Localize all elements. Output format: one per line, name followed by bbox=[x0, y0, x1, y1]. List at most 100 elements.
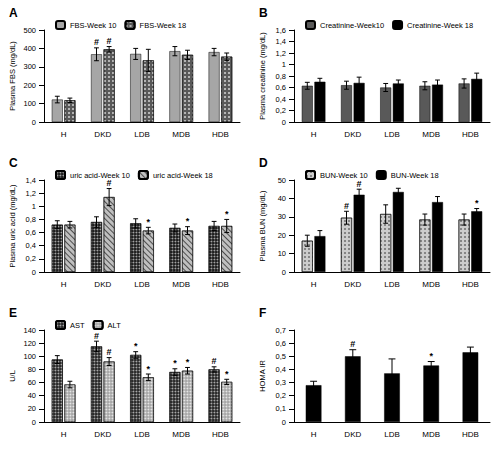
svg-text:LDB: LDB bbox=[134, 430, 150, 439]
svg-text:20: 20 bbox=[278, 231, 286, 240]
svg-text:A: A bbox=[9, 6, 18, 20]
svg-text:#: # bbox=[344, 201, 349, 211]
svg-text:Plasma uric acid (mg/dL): Plasma uric acid (mg/dL) bbox=[8, 184, 17, 267]
svg-text:0,2: 0,2 bbox=[276, 391, 286, 400]
svg-text:80: 80 bbox=[28, 365, 36, 374]
svg-text:ALT: ALT bbox=[108, 321, 122, 330]
svg-text:1,6: 1,6 bbox=[276, 26, 286, 35]
svg-text:FBS-Week 18: FBS-Week 18 bbox=[140, 21, 187, 30]
svg-text:40: 40 bbox=[28, 391, 36, 400]
svg-text:400: 400 bbox=[23, 44, 36, 53]
svg-text:120: 120 bbox=[23, 339, 36, 348]
svg-text:#: # bbox=[212, 356, 217, 366]
svg-text:F: F bbox=[259, 306, 266, 320]
svg-text:0: 0 bbox=[32, 118, 36, 127]
svg-text:#: # bbox=[357, 179, 362, 189]
svg-text:uric acid-Week 10: uric acid-Week 10 bbox=[70, 171, 130, 180]
svg-text:H: H bbox=[311, 430, 317, 439]
svg-text:40: 40 bbox=[278, 194, 286, 203]
svg-text:0,3: 0,3 bbox=[276, 378, 286, 387]
svg-text:100: 100 bbox=[23, 352, 36, 361]
svg-text:1,4: 1,4 bbox=[26, 176, 36, 185]
svg-text:0,2: 0,2 bbox=[276, 106, 286, 115]
svg-text:D: D bbox=[259, 156, 268, 170]
svg-text:FBS-Week 10: FBS-Week 10 bbox=[70, 21, 117, 30]
svg-text:HOMA IR: HOMA IR bbox=[258, 360, 267, 392]
svg-text:30: 30 bbox=[278, 212, 286, 221]
svg-text:0: 0 bbox=[282, 268, 286, 277]
svg-text:*: * bbox=[225, 209, 229, 219]
svg-text:300: 300 bbox=[23, 62, 36, 71]
svg-text:0,4: 0,4 bbox=[276, 95, 286, 104]
svg-text:*: * bbox=[147, 217, 151, 227]
svg-text:DKD: DKD bbox=[344, 430, 361, 439]
svg-text:#: # bbox=[107, 36, 112, 46]
svg-text:BUN-Week 18: BUN-Week 18 bbox=[391, 171, 439, 180]
svg-text:50: 50 bbox=[278, 176, 286, 185]
svg-text:Plasma FBS (mg/dL): Plasma FBS (mg/dL) bbox=[8, 41, 17, 111]
svg-text:HDB: HDB bbox=[462, 430, 479, 439]
svg-text:H: H bbox=[61, 280, 67, 289]
svg-text:E: E bbox=[9, 306, 17, 320]
svg-text:uric acid-Week 18: uric acid-Week 18 bbox=[153, 171, 213, 180]
svg-text:60: 60 bbox=[28, 378, 36, 387]
svg-text:*: * bbox=[134, 341, 138, 351]
svg-text:AST: AST bbox=[70, 321, 85, 330]
svg-text:0,6: 0,6 bbox=[276, 83, 286, 92]
svg-text:140: 140 bbox=[23, 326, 36, 335]
svg-text:LDB: LDB bbox=[384, 430, 400, 439]
svg-text:0,4: 0,4 bbox=[276, 365, 286, 374]
svg-text:U/L: U/L bbox=[8, 370, 17, 382]
svg-text:#: # bbox=[94, 37, 99, 47]
svg-text:0,5: 0,5 bbox=[276, 352, 286, 361]
svg-text:10: 10 bbox=[278, 249, 286, 258]
svg-text:Plasma BUN (mg/dL): Plasma BUN (mg/dL) bbox=[258, 190, 267, 261]
svg-text:*: * bbox=[186, 357, 190, 367]
svg-text:Creatinine-Week 18: Creatinine-Week 18 bbox=[407, 21, 473, 30]
svg-text:Creatinine-Week10: Creatinine-Week10 bbox=[320, 21, 384, 30]
svg-text:1,4: 1,4 bbox=[276, 37, 286, 46]
svg-text:500: 500 bbox=[23, 26, 36, 35]
svg-text:*: * bbox=[475, 198, 479, 208]
svg-text:*: * bbox=[225, 369, 229, 379]
svg-text:0,6: 0,6 bbox=[26, 228, 36, 237]
svg-text:200: 200 bbox=[23, 81, 36, 90]
svg-text:C: C bbox=[9, 156, 18, 170]
svg-text:LDB: LDB bbox=[384, 280, 400, 289]
svg-text:Plasma creatinine (mg/dL): Plasma creatinine (mg/dL) bbox=[258, 32, 267, 120]
svg-text:H: H bbox=[311, 280, 317, 289]
svg-text:B: B bbox=[259, 6, 268, 20]
svg-text:0: 0 bbox=[282, 418, 286, 427]
svg-text:0: 0 bbox=[32, 418, 36, 427]
svg-text:HDB: HDB bbox=[212, 130, 229, 139]
svg-text:DKD: DKD bbox=[344, 280, 361, 289]
svg-text:MDB: MDB bbox=[422, 430, 440, 439]
svg-text:0,7: 0,7 bbox=[276, 326, 286, 335]
svg-text:LDB: LDB bbox=[384, 130, 400, 139]
svg-text:0,2: 0,2 bbox=[26, 254, 36, 263]
svg-text:1,2: 1,2 bbox=[276, 49, 286, 58]
svg-text:LDB: LDB bbox=[134, 280, 150, 289]
svg-text:0,8: 0,8 bbox=[276, 72, 286, 81]
svg-text:HDB: HDB bbox=[462, 130, 479, 139]
svg-text:H: H bbox=[61, 130, 67, 139]
svg-text:H: H bbox=[311, 130, 317, 139]
svg-text:#: # bbox=[107, 178, 112, 188]
svg-text:1,2: 1,2 bbox=[26, 189, 36, 198]
svg-text:DKD: DKD bbox=[94, 280, 111, 289]
svg-text:#: # bbox=[94, 331, 99, 341]
svg-text:DKD: DKD bbox=[344, 130, 361, 139]
svg-text:0,8: 0,8 bbox=[26, 215, 36, 224]
svg-text:DKD: DKD bbox=[94, 130, 111, 139]
svg-text:#: # bbox=[350, 339, 355, 349]
svg-text:1: 1 bbox=[282, 60, 286, 69]
svg-text:MDB: MDB bbox=[172, 130, 190, 139]
svg-text:0,4: 0,4 bbox=[26, 241, 36, 250]
svg-text:MDB: MDB bbox=[172, 430, 190, 439]
svg-text:HDB: HDB bbox=[212, 430, 229, 439]
svg-text:0,6: 0,6 bbox=[276, 339, 286, 348]
svg-text:100: 100 bbox=[23, 99, 36, 108]
svg-text:#: # bbox=[107, 347, 112, 357]
svg-text:MDB: MDB bbox=[422, 130, 440, 139]
svg-text:0,1: 0,1 bbox=[276, 404, 286, 413]
